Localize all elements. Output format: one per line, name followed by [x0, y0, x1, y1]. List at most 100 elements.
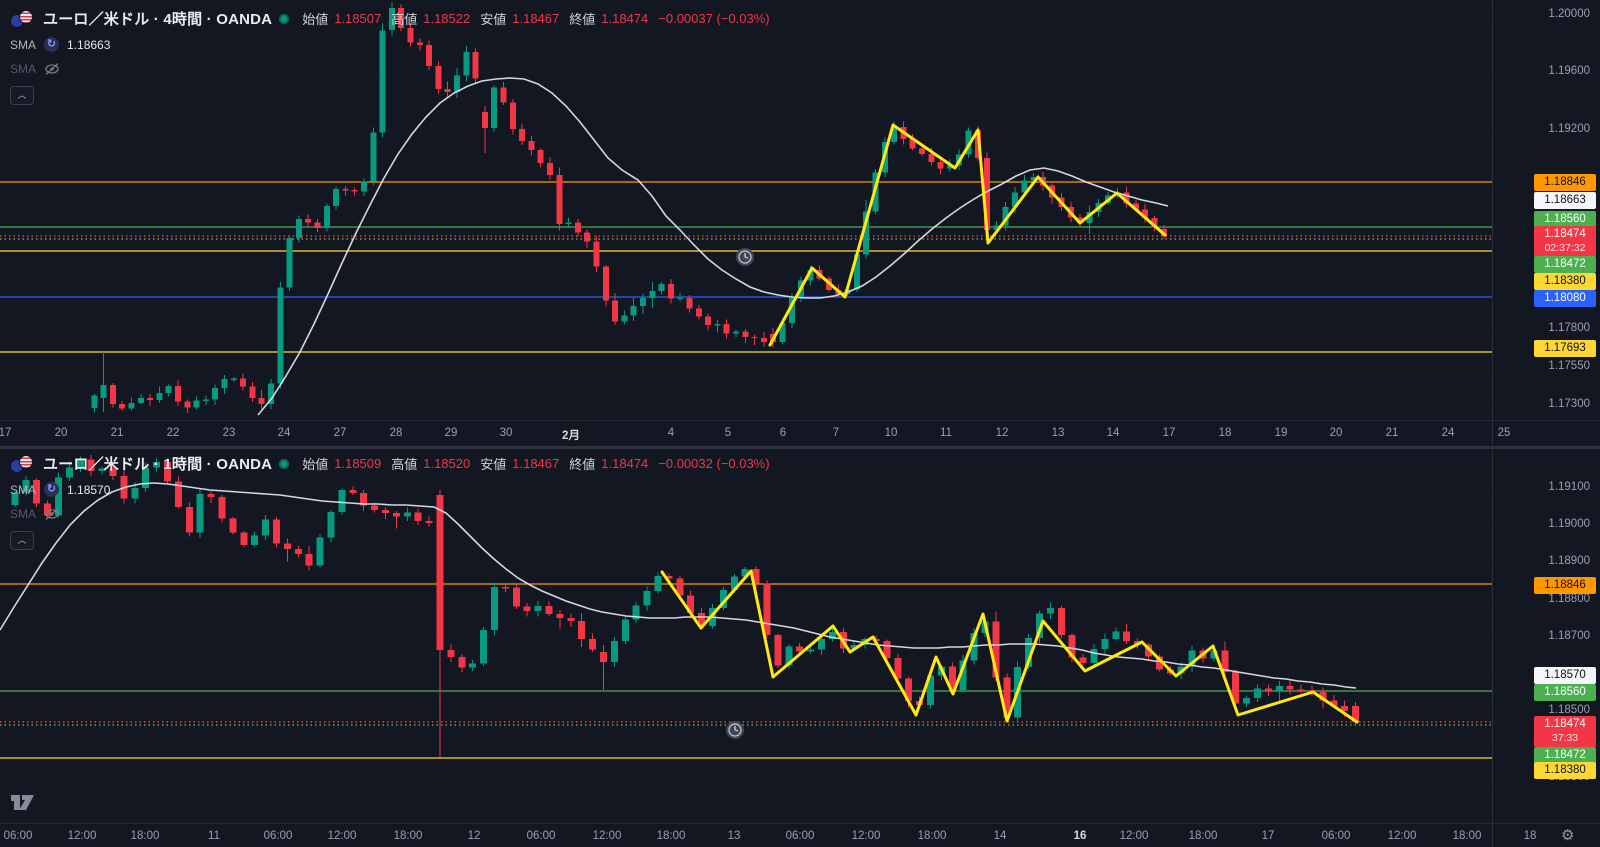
zigzag-line-4h[interactable]: [768, 123, 1167, 347]
indicator-row-sma-1h[interactable]: SMA ↻ 1.18570: [10, 482, 111, 497]
price-axis-separator: [1492, 0, 1493, 847]
price-badge: 1.18570: [1534, 666, 1596, 684]
panel-4h[interactable]: [0, 2, 1492, 416]
time-label: 13: [727, 830, 741, 842]
indicator-row-sma-4h[interactable]: SMA ↻ 1.18663: [10, 37, 111, 52]
alert-price-badge[interactable]: 1.18560: [1534, 683, 1596, 701]
time-label: 20: [1329, 427, 1343, 439]
time-label: 20: [54, 427, 68, 439]
alert-price-badge[interactable]: 1.18472: [1534, 255, 1596, 273]
time-label: 06:00: [526, 830, 556, 842]
time-label: 11: [208, 830, 220, 842]
time-label: 23: [222, 427, 236, 439]
y-tick-label: 1.18700: [1548, 630, 1590, 642]
time-label: 12:00: [592, 830, 622, 842]
top-axis-separator: [0, 420, 1600, 421]
time-label: 2月: [562, 430, 580, 442]
eye-off-icon[interactable]: [44, 62, 60, 76]
time-label: 06:00: [1321, 830, 1351, 842]
market-status-dot: [279, 13, 290, 24]
time-label: 21: [1385, 427, 1399, 439]
y-tick-label: 1.18500: [1548, 704, 1590, 716]
eye-off-icon[interactable]: [44, 507, 60, 521]
time-label: 22: [166, 427, 180, 439]
time-label: 16: [1073, 830, 1087, 842]
time-label: 21: [110, 427, 124, 439]
collapse-legend-button-4h[interactable]: ︿: [10, 86, 34, 105]
indicator-row-sma2-1h[interactable]: SMA: [10, 505, 770, 522]
time-label: 29: [444, 427, 458, 439]
time-label: 18:00: [1188, 830, 1218, 842]
time-label: 06:00: [785, 830, 815, 842]
time-label: 7: [832, 427, 840, 439]
sma-line-4h: [257, 77, 1169, 416]
symbol-title-1h[interactable]: ユーロ／米ドル · 1時間 · OANDA: [43, 456, 273, 473]
eurusd-pair-icon: [10, 454, 36, 473]
panel-1h[interactable]: [0, 455, 1492, 787]
time-label: 12:00: [327, 830, 357, 842]
eurusd-pair-icon: [10, 9, 36, 28]
bottom-axis-separator: [0, 823, 1600, 824]
price-badge: 1.18474 37:33: [1534, 716, 1596, 747]
time-label: 17: [1261, 830, 1275, 842]
axis-settings-gear-icon[interactable]: ⚙: [1561, 827, 1575, 844]
price-badge: 1.18474 02:37:32: [1534, 226, 1596, 257]
time-label: 28: [389, 427, 403, 439]
indicator-loading-icon[interactable]: ↻: [44, 37, 60, 52]
time-label: 17: [1162, 427, 1176, 439]
symbol-title-4h[interactable]: ユーロ／米ドル · 4時間 · OANDA: [43, 11, 273, 28]
time-label: 18: [1523, 830, 1537, 842]
y-tick-label: 1.19200: [1548, 123, 1590, 135]
time-label: 12:00: [1119, 830, 1149, 842]
market-status-dot: [279, 458, 290, 469]
y-tick-label: 1.18800: [1548, 593, 1590, 605]
time-label: 18:00: [917, 830, 947, 842]
collapse-legend-button-1h[interactable]: ︿: [10, 531, 34, 550]
time-label: 4: [667, 427, 675, 439]
time-label: 18:00: [130, 830, 160, 842]
pane-divider[interactable]: [0, 446, 1600, 449]
time-label: 18:00: [393, 830, 423, 842]
y-tick-label: 1.19100: [1548, 481, 1590, 493]
bar-close-countdown: 02:37:32: [1544, 242, 1586, 254]
y-tick-label: 1.19000: [1548, 518, 1590, 530]
alert-price-badge[interactable]: 1.18080: [1534, 289, 1596, 307]
alert-price-badge[interactable]: 1.18560: [1534, 210, 1596, 228]
time-label: 19: [1274, 427, 1288, 439]
indicator-loading-icon[interactable]: ↻: [44, 482, 60, 497]
alert-price-badge[interactable]: 1.18846: [1534, 576, 1596, 594]
alert-clock-icon-1h[interactable]: [726, 721, 744, 739]
time-label: 12:00: [851, 830, 881, 842]
ohlc-row-1h: 始値 1.18509 高値 1.18520 安値 1.18467 終値 1.18474 …: [302, 456, 770, 472]
alert-price-badge[interactable]: 1.18380: [1534, 272, 1596, 290]
symbol-row-4h[interactable]: ユーロ／米ドル · 4時間 · OANDA 始値 1.18507 高値 1.1852…: [10, 8, 770, 29]
y-tick-label: 1.17550: [1548, 360, 1590, 372]
zigzag-line-1h[interactable]: [660, 569, 1359, 724]
time-label: 27: [333, 427, 347, 439]
time-label: 25: [1497, 427, 1511, 439]
time-label: 06:00: [3, 830, 33, 842]
alert-clock-icon-4h[interactable]: [736, 248, 754, 266]
symbol-row-1h[interactable]: ユーロ／米ドル · 1時間 · OANDA 始値 1.18509 高値 1.1852…: [10, 453, 770, 474]
alert-price-badge[interactable]: 1.18846: [1534, 173, 1596, 191]
y-tick-label: 1.20000: [1548, 8, 1590, 20]
change-value-1h: −0.00032 (−0.03%): [658, 456, 770, 471]
time-label: 14: [1106, 427, 1120, 439]
time-label: 18:00: [1452, 830, 1482, 842]
indicator-row-sma2-4h[interactable]: SMA: [10, 60, 770, 77]
ohlc-row-4h: 始値 1.18507 高値 1.18522 安値 1.18467 終値 1.18474 …: [302, 11, 770, 27]
sma-value-4h: 1.18663: [67, 37, 111, 52]
legend-1h: ユーロ／米ドル · 1時間 · OANDA 始値 1.18509 高値 1.1852…: [10, 453, 770, 550]
time-label: 12:00: [67, 830, 97, 842]
time-label: 6: [779, 427, 787, 439]
alert-price-badge[interactable]: 1.17693: [1534, 339, 1596, 357]
alert-price-badge[interactable]: 1.18472: [1534, 746, 1596, 764]
bar-close-countdown: 37:33: [1551, 732, 1579, 744]
time-label: 17: [0, 427, 12, 439]
time-label: 5: [724, 427, 732, 439]
alert-price-badge[interactable]: 1.18380: [1534, 761, 1596, 779]
tradingview-logo[interactable]: [10, 792, 42, 814]
time-label: 13: [1051, 427, 1065, 439]
change-value-4h: −0.00037 (−0.03%): [658, 11, 770, 26]
